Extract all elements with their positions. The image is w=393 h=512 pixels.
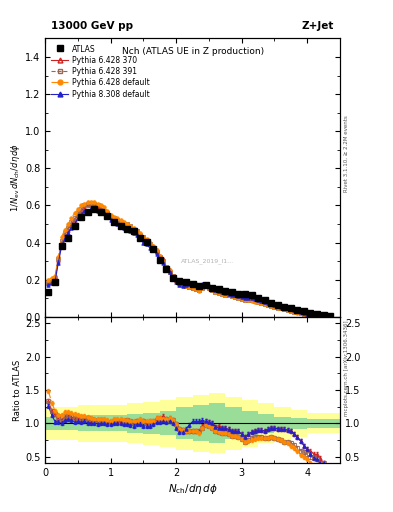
Text: ATLAS_2019_I1...: ATLAS_2019_I1... (181, 258, 234, 264)
Text: mcplots.cern.ch [arXiv:1306.3436]: mcplots.cern.ch [arXiv:1306.3436] (344, 321, 349, 416)
Legend: ATLAS, Pythia 6.428 370, Pythia 6.428 391, Pythia 6.428 default, Pythia 8.308 de: ATLAS, Pythia 6.428 370, Pythia 6.428 39… (49, 42, 152, 101)
Text: Z+Jet: Z+Jet (302, 22, 334, 31)
Y-axis label: Ratio to ATLAS: Ratio to ATLAS (13, 359, 22, 421)
X-axis label: $N_{\rm ch}/d\eta\,d\phi$: $N_{\rm ch}/d\eta\,d\phi$ (167, 482, 218, 497)
Text: Rivet 3.1.10, ≥ 2.2M events: Rivet 3.1.10, ≥ 2.2M events (344, 115, 349, 192)
Y-axis label: $1/N_{\rm ev}\,dN_{\rm ch}/d\eta\,d\phi$: $1/N_{\rm ev}\,dN_{\rm ch}/d\eta\,d\phi$ (9, 143, 22, 212)
Text: 13000 GeV pp: 13000 GeV pp (51, 22, 133, 31)
Text: Nch (ATLAS UE in Z production): Nch (ATLAS UE in Z production) (121, 47, 264, 56)
